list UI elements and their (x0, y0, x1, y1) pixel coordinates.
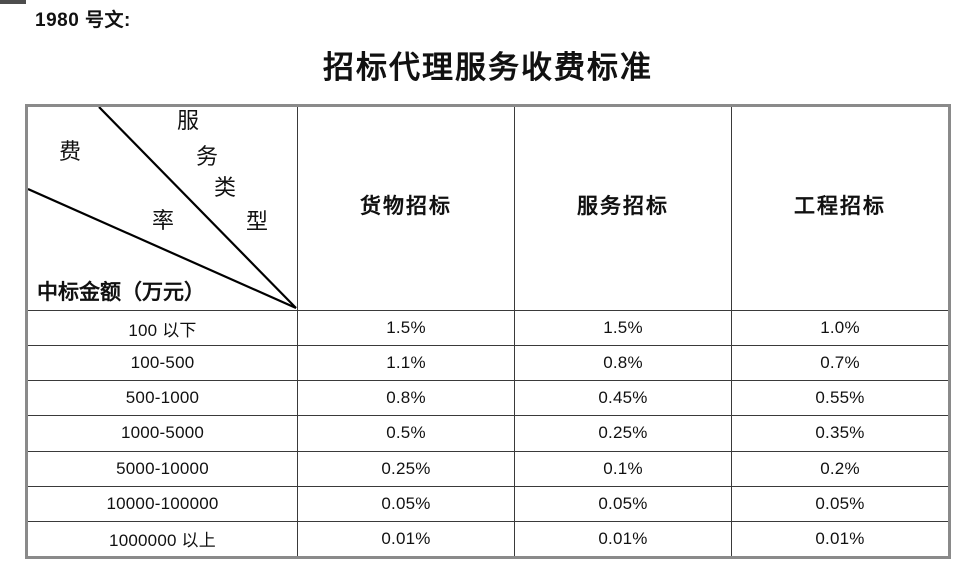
amount-range-cell: 1000-5000 (28, 415, 297, 450)
document-reference: 1980 号文: (35, 10, 131, 31)
rate-cell: 0.35% (731, 415, 948, 451)
amount-range-cell: 500-1000 (28, 380, 297, 415)
rate-cell: 0.55% (731, 380, 948, 416)
corner-label-fee-char: 费 (59, 139, 82, 164)
column-header-goods: 货物招标 (297, 107, 514, 310)
rate-cell: 0.25% (514, 415, 731, 451)
rate-cell: 0.05% (514, 485, 731, 521)
rate-cell: 0.01% (514, 520, 731, 556)
corner-label-amount: 中标金额（万元） (37, 280, 205, 304)
rate-cell: 0.01% (297, 520, 514, 556)
rate-cell: 0.1% (514, 450, 731, 486)
rate-cell: 1.0% (731, 310, 948, 346)
amount-range-cell: 10000-100000 (28, 485, 297, 521)
rate-cell: 1.1% (297, 345, 514, 381)
rate-cell: 0.01% (731, 520, 948, 556)
corner-label-type-char-3: 类 (214, 175, 237, 200)
diagonal-split-header-cell: 费 率 服 务 类 型 中标金额（万元） (28, 107, 297, 310)
amount-range-cell: 100-500 (28, 345, 297, 380)
corner-label-type-char-4: 型 (246, 209, 269, 234)
rate-cell: 0.8% (514, 345, 731, 381)
rate-cell: 0.7% (731, 345, 948, 381)
page-title: 招标代理服务收费标准 (323, 50, 653, 85)
rate-cell: 0.45% (514, 380, 731, 416)
rate-cell: 0.2% (731, 450, 948, 486)
corner-label-type-char-2: 务 (196, 144, 219, 169)
rate-cell: 0.5% (297, 415, 514, 451)
diagonal-divider-lines (28, 107, 297, 310)
rate-cell: 0.8% (297, 380, 514, 416)
amount-range-cell: 100 以下 (28, 310, 297, 345)
corner-label-rate-char: 率 (152, 208, 175, 233)
column-header-engineering: 工程招标 (731, 107, 948, 310)
fee-standard-table: 费 率 服 务 类 型 中标金额（万元） 货物招标 服务招标 工程招标 100 … (25, 104, 951, 559)
rate-cell: 0.05% (731, 485, 948, 521)
amount-range-cell: 5000-10000 (28, 450, 297, 486)
column-header-services: 服务招标 (514, 107, 731, 310)
amount-range-cell: 1000000 以上 (28, 520, 297, 556)
page-corner-artifact (0, 0, 26, 4)
rate-cell: 1.5% (297, 310, 514, 346)
rate-cell: 1.5% (514, 310, 731, 346)
rate-cell: 0.25% (297, 450, 514, 486)
corner-label-type-char-1: 服 (177, 108, 200, 133)
rate-cell: 0.05% (297, 485, 514, 521)
